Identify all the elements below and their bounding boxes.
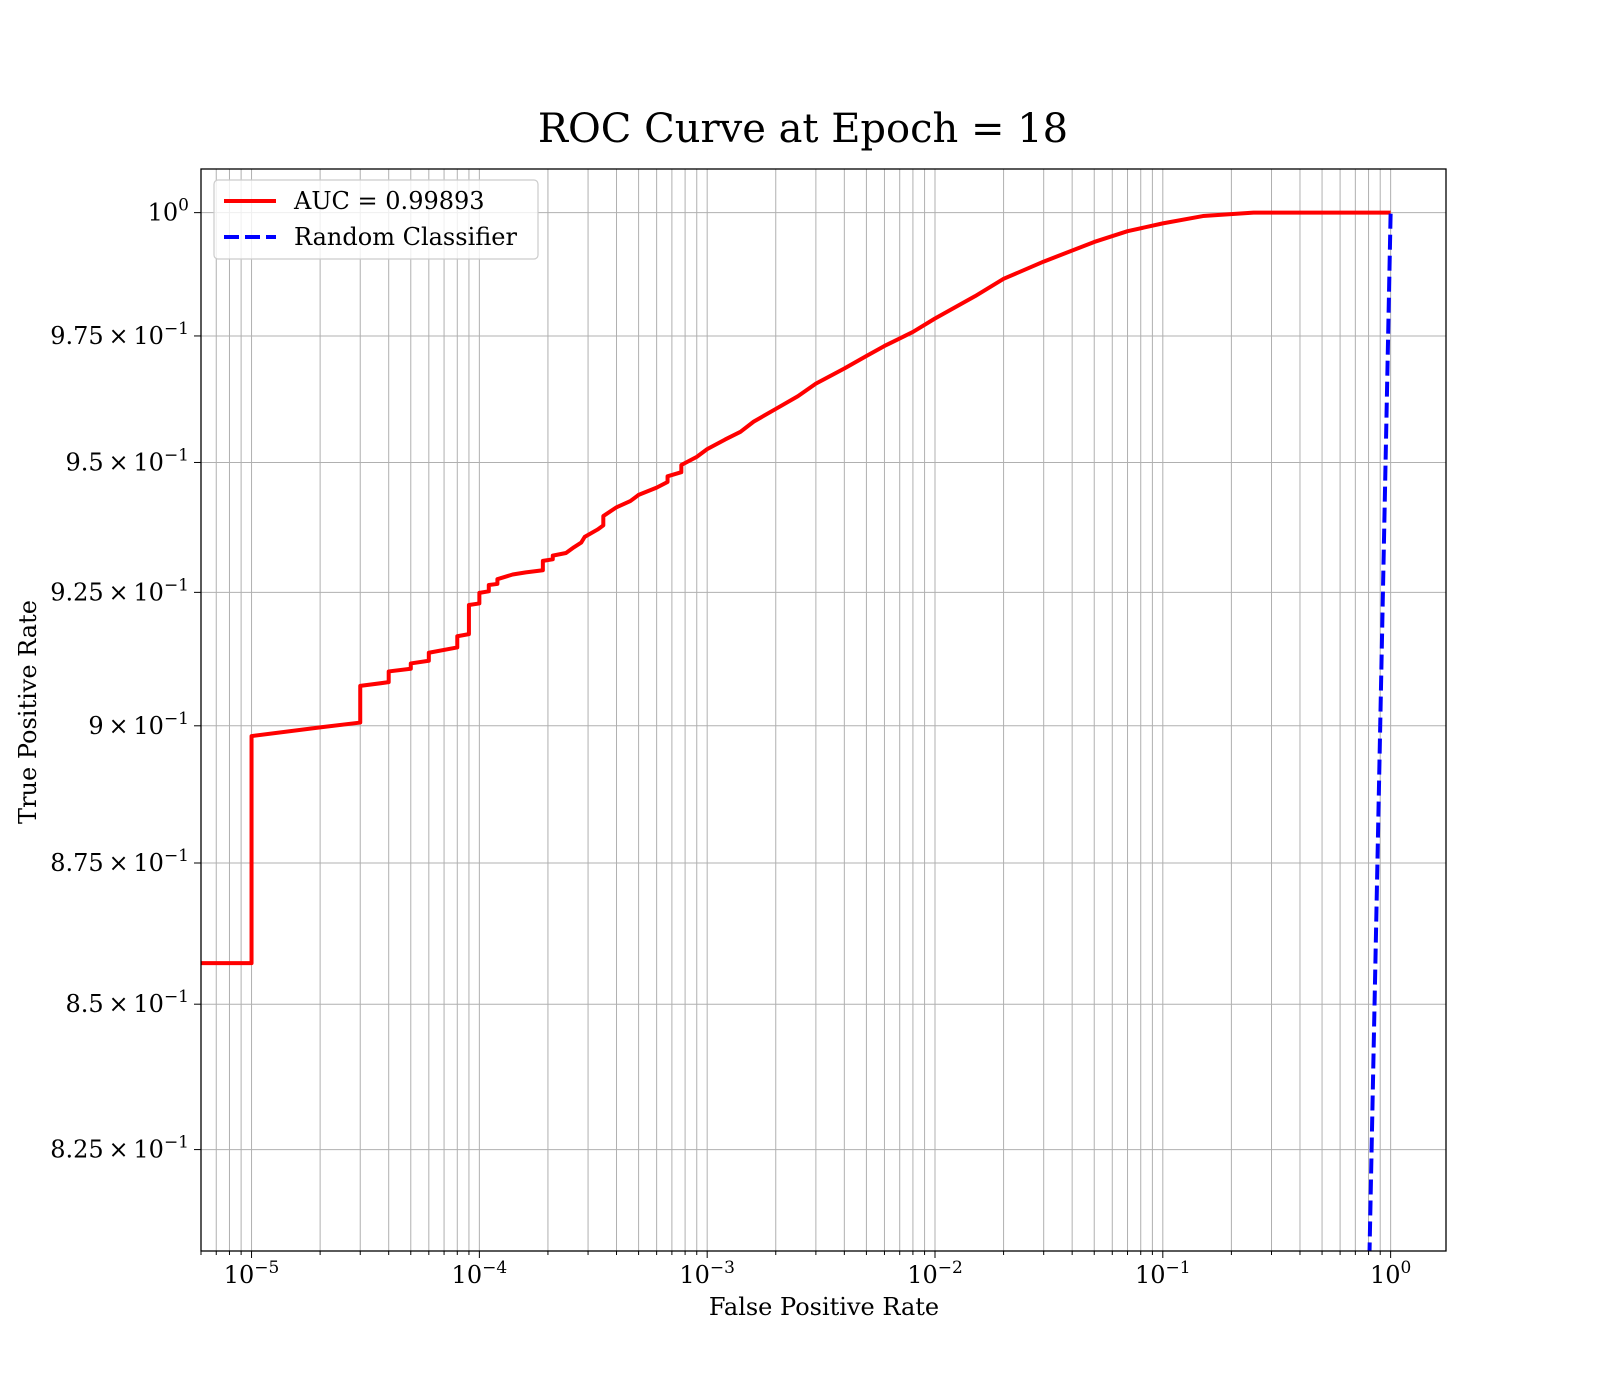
x-tick-label: 10−2 bbox=[907, 1258, 963, 1289]
y-tick-label: 9.5 × 10−1 bbox=[66, 445, 189, 476]
x-tick-label: 10−5 bbox=[224, 1258, 280, 1289]
x-axis-label: False Positive Rate bbox=[709, 1293, 939, 1321]
series-lines bbox=[201, 210, 1393, 1251]
legend-label-random: Random Classifier bbox=[294, 223, 517, 251]
random-classifier-line bbox=[1367, 212, 1393, 1251]
legend-box bbox=[213, 179, 539, 260]
roc-curve-line bbox=[201, 210, 1391, 966]
x-tick-label: 100 bbox=[1370, 1258, 1411, 1289]
plot-frame bbox=[200, 168, 1447, 1252]
y-tick-label: 8.75 × 10−1 bbox=[50, 846, 189, 877]
legend: AUC = 0.99893 Random Classifier bbox=[213, 179, 539, 260]
y-axis-label: True Positive Rate bbox=[14, 600, 42, 824]
x-tick-label: 10−4 bbox=[452, 1258, 508, 1289]
y-tick-label: 100 bbox=[148, 196, 189, 227]
y-tick-label: 9.75 × 10−1 bbox=[50, 319, 189, 350]
y-tick-label: 9 × 10−1 bbox=[88, 709, 189, 740]
y-tick-label: 9.25 × 10−1 bbox=[50, 575, 189, 606]
x-tick-label: 10−1 bbox=[1135, 1258, 1191, 1289]
chart-title: ROC Curve at Epoch = 18 bbox=[538, 106, 1068, 152]
y-tick-label: 8.5 × 10−1 bbox=[66, 987, 189, 1018]
axis-ticks: 10−5 10−4 10−3 10−2 10−1 100 8.25 × 10−1 8.5 × … bbox=[50, 196, 1411, 1289]
x-tick-label: 10−3 bbox=[679, 1258, 735, 1289]
y-tick-label: 8.25 × 10−1 bbox=[50, 1133, 189, 1164]
grid-lines bbox=[200, 169, 1446, 1251]
legend-label-auc: AUC = 0.99893 bbox=[293, 187, 485, 215]
